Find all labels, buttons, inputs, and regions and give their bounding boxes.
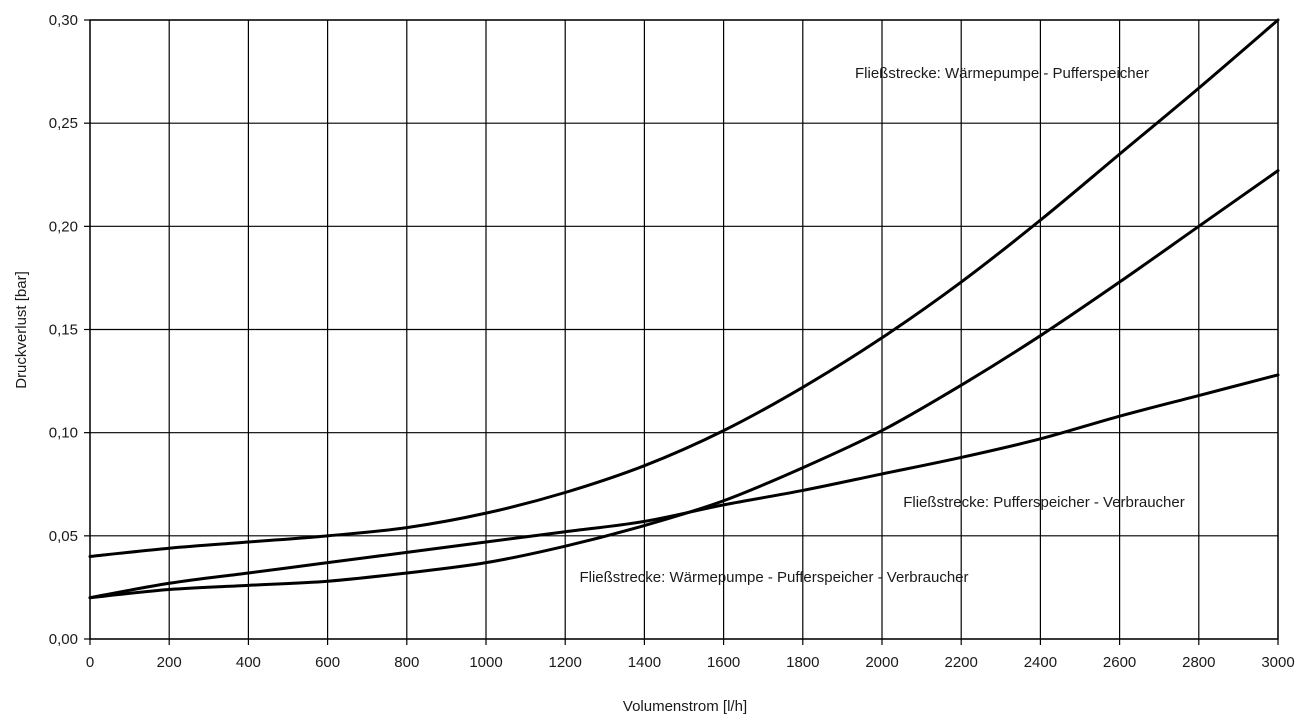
series-lines <box>88 18 1280 600</box>
x-tick-label: 2200 <box>945 654 978 671</box>
x-tick-label: 2400 <box>1024 654 1057 671</box>
x-tick-label: 3000 <box>1261 654 1294 671</box>
series-line-waermepumpe-pufferspeicher <box>88 18 1280 558</box>
x-tick-label: 1600 <box>707 654 740 671</box>
y-tick-label: 0,25 <box>49 115 78 132</box>
y-tick-label: 0,00 <box>49 631 78 648</box>
x-tick-label: 2000 <box>865 654 898 671</box>
y-tick-label: 0,20 <box>49 218 78 235</box>
x-tick-label: 1800 <box>786 654 819 671</box>
y-tick-label: 0,15 <box>49 322 78 339</box>
x-tick-label: 1200 <box>549 654 582 671</box>
series-line-pufferspeicher-verbraucher <box>88 373 1280 600</box>
x-tick-label: 2800 <box>1182 654 1215 671</box>
y-tick-label: 0,10 <box>49 425 78 442</box>
x-tick-label: 800 <box>394 654 419 671</box>
x-tick-label: 1000 <box>469 654 502 671</box>
x-tick-label: 2600 <box>1103 654 1136 671</box>
y-tick-label: 0,05 <box>49 528 78 545</box>
tick-labels: 0 200 400 600 800 1000 1200 1400 1600 1800 2000 220… <box>49 12 1295 671</box>
y-tick-label: 0,30 <box>49 12 78 29</box>
x-tick-label: 400 <box>236 654 261 671</box>
x-tick-label: 1400 <box>628 654 661 671</box>
grid <box>84 19 1279 645</box>
annotations: Fließstrecke: Wärmepumpe - Pufferspeiche… <box>579 65 1184 586</box>
annotation-waermepumpe-pufferspeicher: Fließstrecke: Wärmepumpe - Pufferspeiche… <box>855 65 1149 82</box>
series-line-waermepumpe-pufferspeicher-verbraucher <box>88 169 1280 600</box>
plot-frame <box>89 19 1279 640</box>
x-tick-label: 600 <box>315 654 340 671</box>
y-axis-title: Druckverlust [bar] <box>13 271 30 389</box>
x-tick-label: 200 <box>157 654 182 671</box>
annotation-waermepumpe-pufferspeicher-verbraucher: Fließstrecke: Wärmepumpe - Pufferspeiche… <box>579 569 968 586</box>
x-tick-label: 0 <box>86 654 94 671</box>
annotation-pufferspeicher-verbraucher: Fließstrecke: Pufferspeicher - Verbrauch… <box>903 494 1185 511</box>
x-axis-title: Volumenstrom [l/h] <box>623 698 747 715</box>
